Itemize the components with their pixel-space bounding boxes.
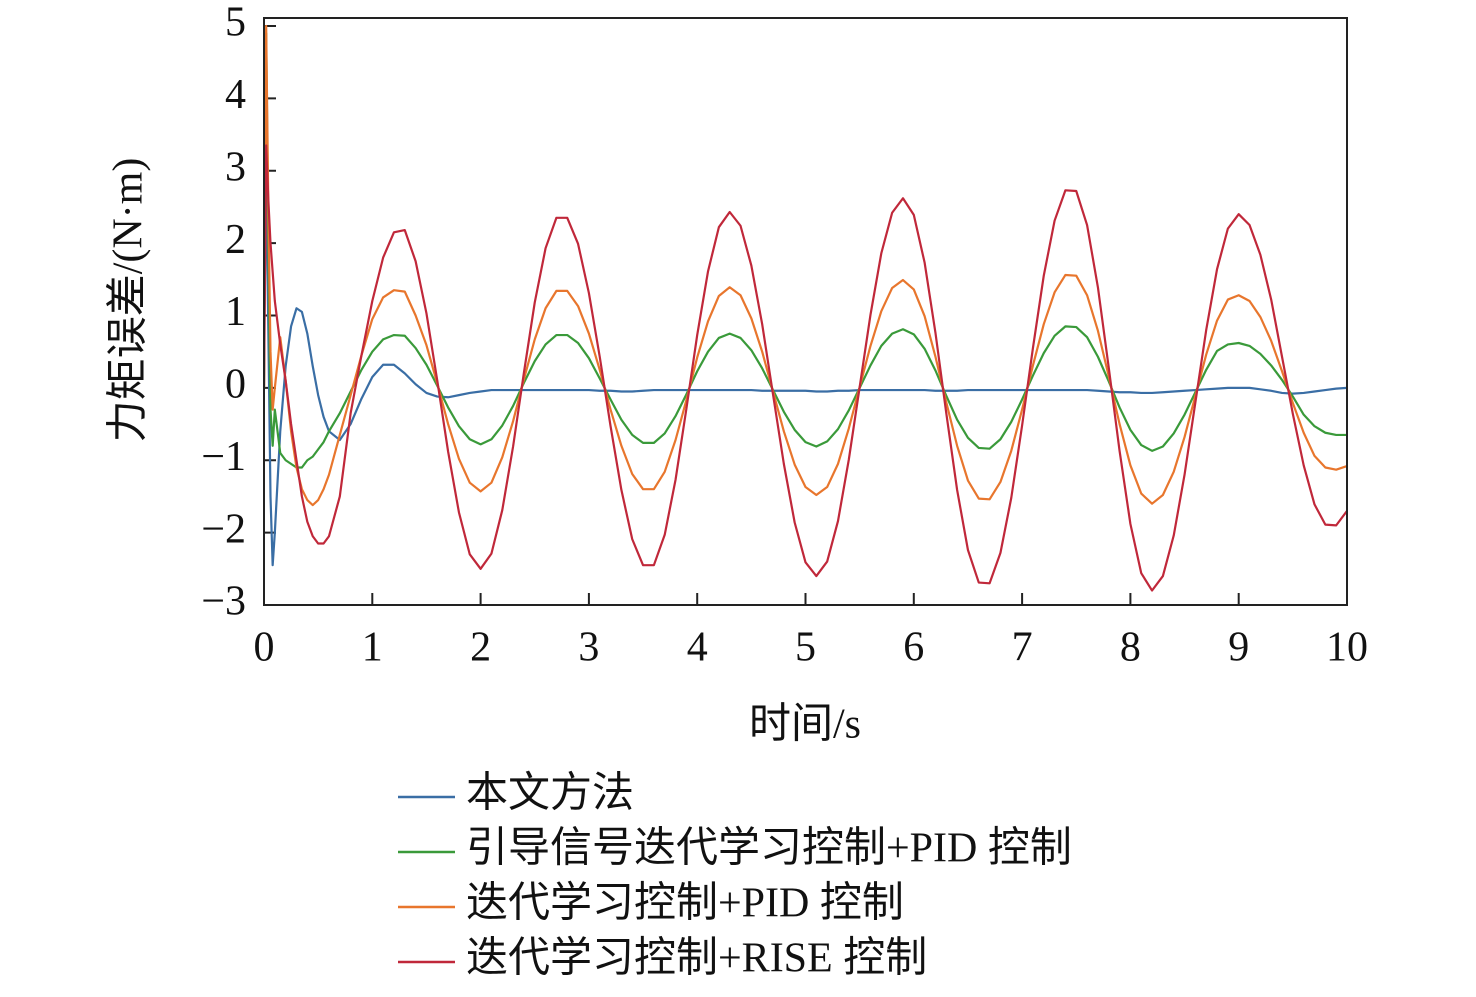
x-tick-label: 5 [795, 625, 816, 671]
x-tick-label: 4 [687, 625, 708, 671]
y-tick-label: 5 [225, 0, 246, 46]
y-tick-label: 1 [225, 289, 246, 335]
x-tick-label: 0 [254, 625, 275, 671]
y-tick-label: 0 [225, 362, 246, 408]
legend-label: 本文方法 [466, 770, 634, 817]
plot-frame [263, 17, 1348, 606]
x-tick-label: 8 [1120, 625, 1141, 671]
x-tick-label: 3 [578, 625, 599, 671]
series-line [264, 24, 1347, 507]
legend-label: 迭代学习控制+RISE 控制 [466, 935, 927, 982]
x-tick-label: 6 [903, 625, 924, 671]
series-line [264, 144, 1347, 592]
y-axis-title: 力矩误差/(N·m) [106, 158, 152, 443]
y-tick-label: −3 [201, 579, 246, 625]
y-tick-label: −2 [201, 506, 246, 552]
legend-label: 引导信号迭代学习控制+PID 控制 [466, 825, 1072, 872]
x-tick-label: 1 [362, 625, 383, 671]
series-line [264, 169, 1347, 567]
series-line [264, 32, 1347, 469]
y-tick-label: 3 [225, 144, 246, 190]
x-axis-title: 时间/s [749, 702, 861, 748]
legend-label: 迭代学习控制+PID 控制 [466, 880, 904, 927]
y-tick-label: 2 [225, 217, 246, 263]
x-tick-label: 7 [1012, 625, 1033, 671]
x-tick-label: 9 [1228, 625, 1249, 671]
y-tick-label: −1 [201, 434, 246, 480]
y-tick-label: 4 [225, 72, 246, 118]
x-tick-label: 10 [1326, 625, 1368, 671]
x-tick-label: 2 [470, 625, 491, 671]
